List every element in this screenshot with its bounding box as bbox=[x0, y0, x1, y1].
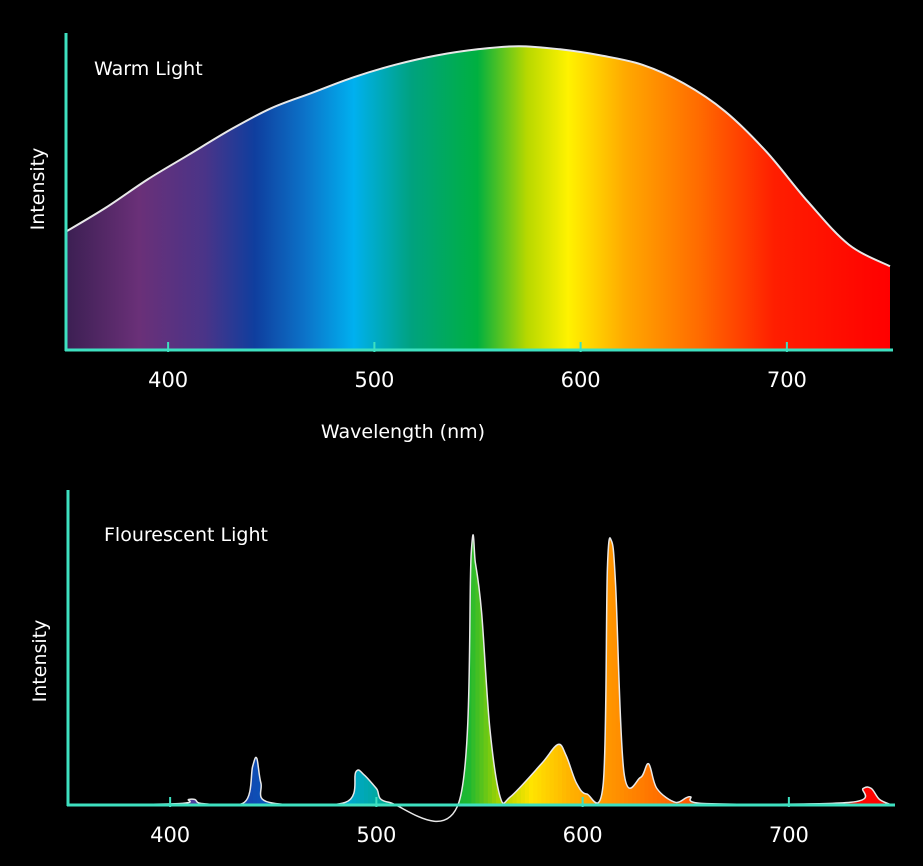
flourescent-light-area bbox=[67, 534, 892, 805]
x-ticks: 400 500 600 700 bbox=[148, 342, 807, 392]
y-axis-label: Intensity bbox=[29, 620, 51, 703]
x-tick-label: 500 bbox=[356, 823, 396, 847]
chart-warm-light: 400 500 600 700 Warm Light Intensity Wavele… bbox=[27, 33, 893, 443]
x-tick-label: 400 bbox=[150, 823, 190, 847]
x-tick-label: 700 bbox=[767, 368, 807, 392]
warm-light-curve bbox=[64, 45, 891, 268]
x-tick-label: 600 bbox=[561, 368, 601, 392]
flourescent-light-curve bbox=[66, 534, 893, 823]
x-tick-label: 500 bbox=[354, 368, 394, 392]
x-tick-label: 400 bbox=[148, 368, 188, 392]
chart-title: Flourescent Light bbox=[104, 524, 268, 546]
y-axis-label: Intensity bbox=[27, 148, 49, 231]
chart-flourescent-light: 400 500 600 700 Flourescent Light Intensity bbox=[29, 490, 895, 847]
x-axis-label: Wavelength (nm) bbox=[321, 421, 485, 443]
x-tick-label: 600 bbox=[563, 823, 603, 847]
warm-light-area bbox=[65, 46, 890, 350]
x-tick-label: 700 bbox=[769, 823, 809, 847]
chart-title: Warm Light bbox=[94, 58, 203, 80]
x-ticks: 400 500 600 700 bbox=[150, 797, 809, 847]
